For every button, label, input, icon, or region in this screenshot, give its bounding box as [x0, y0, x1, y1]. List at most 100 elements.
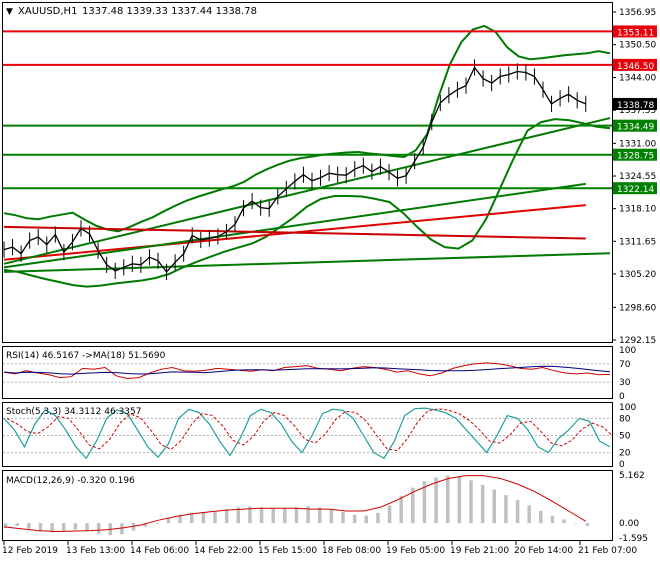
- rsi-tick-label: 70: [619, 360, 631, 370]
- stoch-k-line: [3, 407, 611, 460]
- macd-histogram-bar: [201, 511, 206, 524]
- level-tag-3: [613, 119, 657, 132]
- trend-line-1[interactable]: [3, 252, 611, 273]
- macd-histogram-bar: [469, 480, 473, 524]
- stoch-label: Stoch(5,3,3) 34.3112 46.3357: [6, 407, 141, 417]
- macd-histogram-bar: [387, 505, 392, 524]
- macd-histogram-bar: [515, 499, 520, 524]
- macd-histogram-bar: [73, 523, 78, 530]
- level-tag-label-1: 1353.11: [617, 28, 654, 38]
- macd-histogram-bar: [422, 481, 427, 524]
- time-tick-label: 12 Feb 2019: [2, 546, 58, 556]
- price-tick-label: 1331.00: [619, 139, 656, 149]
- rsi-line: [3, 362, 611, 380]
- macd-histogram-bar: [166, 518, 171, 524]
- level-tag-label-2: 1346.50: [617, 62, 654, 72]
- time-tick-label: 18 Feb 08:00: [322, 546, 381, 556]
- macd-histogram-bar: [411, 487, 415, 524]
- level-tag-label-4: 1328.75: [617, 152, 654, 162]
- trend-line-2[interactable]: [3, 117, 611, 265]
- price-tick-label: 1318.10: [619, 205, 656, 215]
- macd-histogram-bar: [445, 475, 450, 524]
- rsi-tick-label: 100: [619, 346, 636, 356]
- level-tag-1: [613, 25, 657, 38]
- rsi-tick-label: 30: [619, 378, 631, 388]
- macd-label: MACD(12,26,9) -0.320 0.196: [6, 476, 135, 486]
- macd-histogram-bar: [306, 506, 310, 524]
- macd-histogram-bar: [527, 505, 531, 524]
- macd-histogram-bar: [155, 523, 159, 524]
- price-tick-label: 1298.60: [619, 303, 656, 313]
- time-tick-label: 20 Feb 14:00: [514, 546, 573, 556]
- level-tag-5: [613, 182, 657, 195]
- stoch-tick-label: 80: [619, 414, 631, 424]
- price-tick-label: 1344.00: [619, 74, 656, 84]
- macd-signal-line: [3, 475, 587, 533]
- stoch-tick-label: 0: [619, 460, 625, 470]
- macd-histogram-bar: [352, 514, 357, 524]
- macd-histogram-bar: [376, 512, 380, 524]
- macd-histogram-bar: [294, 507, 299, 524]
- current-price-tag: [613, 97, 657, 110]
- macd-histogram-bar: [50, 523, 54, 533]
- macd-histogram-bar: [236, 507, 241, 524]
- price-tick-label: 1292.15: [619, 336, 656, 346]
- time-tick-label: 13 Feb 13:00: [66, 546, 125, 556]
- current-price-label: 1338.78: [617, 101, 654, 111]
- price-tick-label: 1356.95: [619, 8, 656, 18]
- macd-histogram-bar: [131, 523, 136, 531]
- price-tick-label: 1324.55: [619, 172, 656, 182]
- macd-histogram-bar: [480, 484, 485, 524]
- time-tick-label: 21 Feb 07:00: [578, 546, 637, 556]
- macd-histogram-bar: [492, 489, 497, 524]
- bollinger-lower-band: [3, 118, 611, 288]
- macd-histogram-bar: [178, 514, 182, 524]
- level-tag-4: [613, 148, 657, 161]
- time-tick-label: 15 Feb 15:00: [258, 546, 317, 556]
- macd-histogram-bar: [143, 523, 147, 527]
- macd-histogram-bar: [271, 508, 275, 524]
- macd-histogram-bar: [573, 523, 578, 524]
- stoch-tick-label: 50: [619, 432, 631, 442]
- macd-histogram-bar: [213, 511, 217, 524]
- macd-histogram-bar: [259, 507, 264, 524]
- macd-histogram-bar: [85, 523, 89, 532]
- macd-histogram-bar: [62, 523, 66, 531]
- macd-tick-label: 5.162: [619, 471, 645, 481]
- price-tick-label: 1350.50: [619, 41, 656, 51]
- level-tag-label-5: 1322.14: [617, 185, 654, 195]
- macd-histogram-bar: [562, 519, 566, 524]
- macd-histogram-bar: [317, 507, 322, 524]
- macd-tick-label: -1.595: [619, 534, 648, 544]
- macd-histogram-bar: [550, 515, 555, 524]
- rsi-ma-line: [3, 365, 611, 375]
- level-tag-label-3: 1334.49: [617, 123, 654, 133]
- macd-histogram-bar: [96, 523, 101, 534]
- macd-histogram-bar: [539, 511, 543, 524]
- macd-histogram-bar: [15, 523, 19, 526]
- time-tick-label: 19 Feb 21:00: [450, 546, 509, 556]
- macd-histogram-bar: [364, 515, 369, 524]
- time-tick-label: 19 Feb 05:00: [386, 546, 445, 556]
- macd-histogram-bar: [38, 523, 43, 532]
- dropdown-arrow-icon[interactable]: ▼: [6, 7, 13, 17]
- macd-histogram-bar: [399, 496, 403, 524]
- macd-histogram-bar: [585, 523, 590, 526]
- stoch-tick-label: 20: [619, 449, 631, 459]
- stoch-tick-label: 100: [619, 403, 636, 413]
- macd-histogram-bar: [3, 523, 8, 528]
- macd-histogram-bar: [341, 511, 345, 524]
- macd-histogram-bar: [224, 509, 229, 524]
- moving-average-green-long: [3, 182, 586, 269]
- macd-histogram-bar: [190, 512, 194, 524]
- price-tick-label: 1337.55: [619, 106, 656, 116]
- price-tick-label: 1311.65: [619, 237, 656, 247]
- macd-tick-label: 0.00: [619, 519, 639, 529]
- rsi-label: RSI(14) 46.5167 ->MA(18) 51.5690: [6, 351, 166, 361]
- macd-histogram-bar: [434, 477, 438, 524]
- main-price-pane[interactable]: [2, 2, 613, 343]
- level-tag-2: [613, 58, 657, 71]
- macd-histogram-bar: [283, 508, 287, 524]
